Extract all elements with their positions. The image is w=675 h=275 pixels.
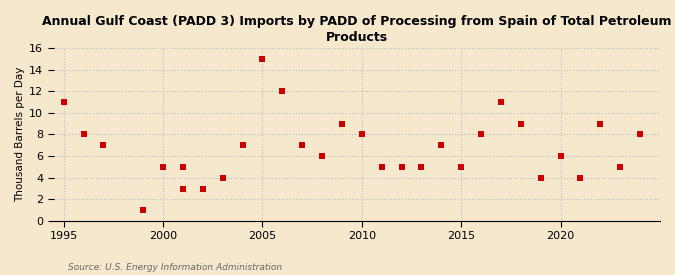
Point [98,143,109,147]
Point [78,132,89,137]
Title: Annual Gulf Coast (PADD 3) Imports by PADD of Processing from Spain of Total Pet: Annual Gulf Coast (PADD 3) Imports by PA… [42,15,672,44]
Point [575,175,586,180]
Point [476,132,487,137]
Point [495,100,506,104]
Point [257,57,268,61]
Point [615,165,626,169]
Point [138,208,148,212]
Point [237,143,248,147]
Point [556,154,566,158]
Point [456,165,466,169]
Point [516,122,526,126]
Point [416,165,427,169]
Point [595,122,605,126]
Point [297,143,308,147]
Point [634,132,645,137]
Point [356,132,367,137]
Point [317,154,327,158]
Text: Source: U.S. Energy Information Administration: Source: U.S. Energy Information Administ… [68,263,281,272]
Point [217,175,228,180]
Point [277,89,288,94]
Y-axis label: Thousand Barrels per Day: Thousand Barrels per Day [15,67,25,202]
Point [436,143,447,147]
Point [337,122,348,126]
Point [396,165,407,169]
Point [376,165,387,169]
Point [58,100,69,104]
Point [178,186,188,191]
Point [197,186,208,191]
Point [178,165,188,169]
Point [158,165,169,169]
Point [535,175,546,180]
